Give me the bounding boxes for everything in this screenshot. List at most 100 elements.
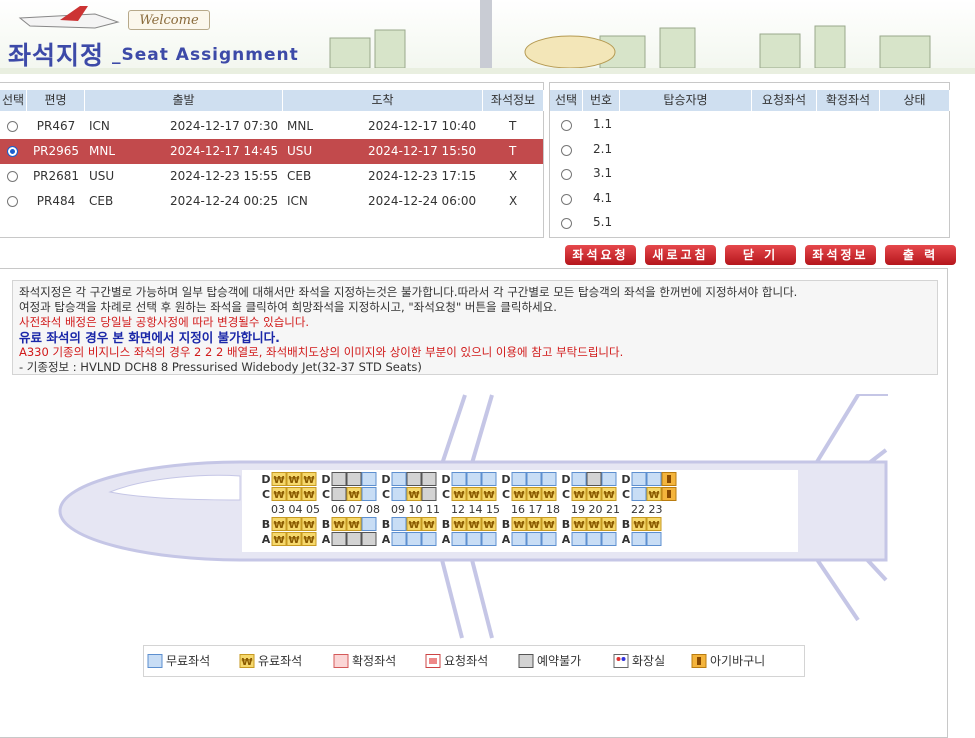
row-letter: C [262, 488, 270, 501]
flight-cell: 2024-12-24 06:00 [368, 194, 477, 208]
column-header: 요청좌석 [752, 90, 817, 111]
row-letter: B [262, 518, 270, 531]
seat [421, 472, 437, 486]
paid-symbol: ₩ [468, 490, 479, 501]
flight-row[interactable]: PR2681 USU 2024-12-23 15:55 CEB 2024-12-23 1… [0, 164, 543, 189]
seat [346, 472, 362, 486]
flight-cell: USU [89, 169, 115, 183]
passenger-radio[interactable] [561, 218, 572, 230]
paid-symbol: ₩ [408, 520, 419, 531]
seat [586, 532, 602, 546]
seat [511, 487, 527, 501]
legend-label: 무료좌석 [166, 654, 210, 668]
header: Welcome 좌석지정 _Seat Assignment [0, 0, 975, 74]
seat [541, 472, 557, 486]
flight-row[interactable]: PR2965 MNL 2024-12-17 14:45 USU 2024-12-17 1… [0, 139, 543, 164]
seat [586, 517, 602, 531]
seat [511, 472, 527, 486]
toilet-mark [621, 657, 626, 661]
column-header: 좌석정보 [483, 90, 544, 111]
flight-cell: 2024-12-17 14:45 [170, 144, 279, 158]
action-button[interactable]: 새로고침 [645, 245, 716, 265]
flight-radio[interactable] [7, 196, 18, 207]
action-button[interactable]: 좌석요청 [565, 245, 636, 265]
flight-cell: 2024-12-17 15:50 [368, 144, 477, 158]
passenger-number: 5.1 [593, 215, 613, 230]
seat [406, 532, 422, 546]
action-button[interactable]: 출 력 [885, 245, 956, 265]
paid-symbol: ₩ [273, 520, 284, 531]
seat [406, 472, 422, 486]
seat [601, 517, 617, 531]
seat [646, 517, 662, 531]
column-label: 03 04 05 [271, 503, 320, 516]
seat [451, 487, 467, 501]
page-subtitle: _Seat Assignment [112, 45, 299, 65]
seat [451, 517, 467, 531]
paid-symbol: ₩ [543, 490, 554, 501]
paid-symbol: ₩ [453, 520, 464, 531]
flight-cell: X [509, 194, 518, 208]
legend-label: 확정좌석 [352, 654, 396, 668]
flight-radio[interactable] [7, 121, 18, 132]
passenger-radio[interactable] [561, 193, 572, 205]
seat [361, 472, 377, 486]
seat [571, 532, 587, 546]
flight-cell: 2024-12-23 15:55 [170, 169, 279, 183]
passenger-number: 3.1 [593, 166, 613, 181]
seat [147, 654, 163, 668]
flight-radio[interactable] [7, 171, 18, 182]
action-button[interactable]: 좌석정보 [805, 245, 876, 265]
passenger-radio[interactable] [561, 120, 572, 131]
row-letter: A [322, 533, 331, 546]
welcome-banner: Welcome [128, 10, 210, 30]
seat [631, 487, 647, 501]
passenger-number: 1.1 [593, 117, 613, 131]
flight-row[interactable]: PR484 CEB 2024-12-24 00:25 ICN 2024-12-24 06… [0, 189, 543, 214]
paid-symbol: ₩ [303, 520, 314, 531]
column-header: 탑승자명 [620, 90, 752, 111]
row-letter: B [622, 518, 630, 531]
notice-line: 좌석지정은 각 구간별로 가능하며 일부 탑승객에 대해서만 좌석을 지정하는것… [19, 285, 798, 299]
seat [526, 532, 542, 546]
paid-symbol: ₩ [348, 490, 359, 501]
seat [346, 487, 362, 501]
seat [301, 487, 317, 501]
seat [406, 487, 422, 501]
seat [518, 654, 534, 668]
flight-row[interactable]: PR467 ICN 2024-12-17 07:30 MNL 2024-12-17 10… [0, 114, 543, 139]
seat [511, 517, 527, 531]
seat [301, 472, 317, 486]
flight-cell: PR2681 [32, 169, 80, 183]
row-letter: C [502, 488, 510, 501]
seat [301, 517, 317, 531]
seat [391, 472, 407, 486]
seat [586, 487, 602, 501]
flight-radio[interactable] [7, 146, 18, 157]
column-label: 09 10 11 [391, 503, 440, 516]
baby-mark [667, 490, 671, 498]
flight-cell: T [509, 119, 517, 133]
baby-mark [667, 475, 671, 483]
action-button[interactable]: 닫 기 [725, 245, 796, 265]
seat [541, 517, 557, 531]
paid-symbol: ₩ [603, 520, 614, 531]
paid-symbol: ₩ [528, 490, 539, 501]
passenger-radio[interactable] [561, 144, 572, 156]
legend-label: 요청좌석 [444, 654, 488, 668]
row-letter: D [501, 473, 510, 486]
column-label: 12 14 15 [451, 503, 500, 516]
notice-box: 좌석지정은 각 구간별로 가능하며 일부 탑승객에 대해서만 좌석을 지정하는것… [12, 280, 938, 375]
seat [331, 487, 347, 501]
seat [526, 487, 542, 501]
legend: 무료좌석 ₩ 유료좌석 확정좌석 요청좌석 예약불가 화장실 아기바구니 [143, 645, 805, 677]
flight-cell: 2024-12-23 17:15 [368, 169, 477, 183]
paid-symbol: ₩ [543, 520, 554, 531]
seat [271, 532, 287, 546]
row-letter: B [442, 518, 450, 531]
seat [601, 532, 617, 546]
seat [361, 487, 377, 501]
passenger-radio[interactable] [561, 169, 572, 181]
legend-label: 화장실 [632, 654, 665, 668]
seat [331, 532, 347, 546]
